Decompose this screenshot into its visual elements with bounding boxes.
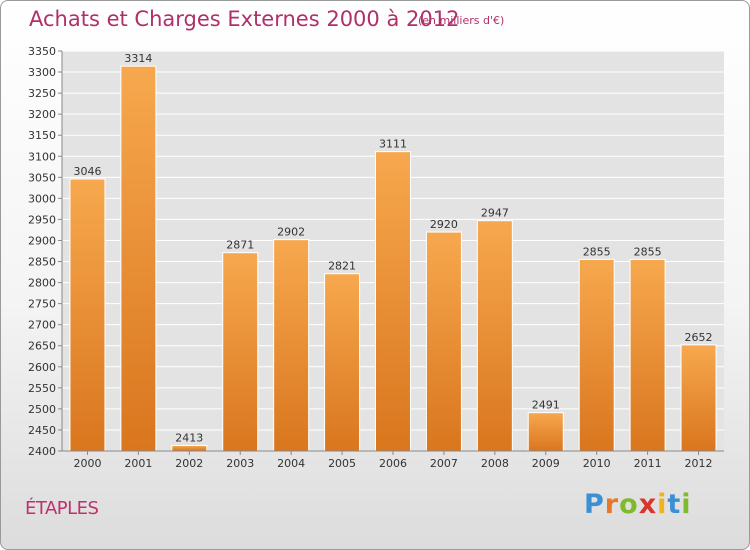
y-tick-label: 3150 <box>28 129 56 142</box>
y-tick-label: 3000 <box>28 192 56 205</box>
y-axis: 2400 2450 2500 2550 2600 2650 2700 2750 2800 2850… <box>28 45 63 458</box>
y-tick-label: 2500 <box>28 403 56 416</box>
logo-letter: o <box>619 489 639 520</box>
data-label-2012: 2652 <box>685 331 713 344</box>
data-label-2005: 2821 <box>328 260 356 273</box>
chart-title: Achats et Charges Externes 2000 à 2012 <box>29 7 460 31</box>
bar-2006 <box>375 151 411 452</box>
data-label-2006: 3111 <box>379 138 407 151</box>
y-tick-label: 2700 <box>28 319 56 332</box>
logo-letter: i <box>681 489 692 520</box>
x-axis: 2000 2001 2002 2003 2004 2005 2006 2007 2008 2009… <box>62 450 724 470</box>
y-tick-label: 3300 <box>28 66 56 79</box>
y-tick-label: 3100 <box>28 150 56 163</box>
data-label-2003: 2871 <box>226 239 254 252</box>
bar-2001 <box>120 65 157 452</box>
y-tick-label: 2650 <box>28 340 56 353</box>
x-tick-label-2001: 2001 <box>124 457 152 470</box>
bar-2007 <box>425 231 462 452</box>
y-tick-label: 3250 <box>28 87 56 100</box>
bar-2003 <box>222 252 259 452</box>
logo-letter: x <box>638 489 658 520</box>
y-tick-label: 2850 <box>28 256 56 269</box>
x-tick-label-2002: 2002 <box>175 457 203 470</box>
city-name: ÉTAPLES <box>25 498 99 519</box>
x-tick-label-2008: 2008 <box>481 457 509 470</box>
y-tick-label: 2450 <box>28 424 56 437</box>
data-label-2008: 2947 <box>481 207 509 220</box>
y-tick-label: 2400 <box>28 445 56 458</box>
bar-2000 <box>69 178 106 452</box>
y-tick-label: 2750 <box>28 298 56 311</box>
bars: 3046 3314 2413 2871 2902 2821 3111 2920 2947 2491… <box>69 52 717 452</box>
y-tick-label: 3200 <box>28 108 56 121</box>
y-tick-label: 2600 <box>28 361 56 374</box>
x-tick-label-2000: 2000 <box>73 457 101 470</box>
data-label-2007: 2920 <box>430 218 458 231</box>
data-label-2010: 2855 <box>583 245 611 258</box>
bar-2012 <box>680 344 717 452</box>
data-label-2011: 2855 <box>634 245 662 258</box>
chart-subtitle: (en milliers d'€) <box>418 14 505 27</box>
logo-letter: r <box>604 489 620 520</box>
x-tick-label-2012: 2012 <box>685 457 713 470</box>
x-tick-label-2004: 2004 <box>277 457 305 470</box>
bar-2005 <box>324 273 361 452</box>
y-tick-label: 2900 <box>28 234 56 247</box>
bar-2008 <box>476 220 513 452</box>
logo-letter: i <box>657 489 668 520</box>
y-tick-label: 2550 <box>28 382 56 395</box>
x-tick-label-2003: 2003 <box>226 457 254 470</box>
bar-2002 <box>171 445 208 452</box>
data-label-2002: 2413 <box>175 432 203 445</box>
x-tick-label-2011: 2011 <box>634 457 662 470</box>
bar-2004 <box>273 239 310 452</box>
x-tick-label-2005: 2005 <box>328 457 356 470</box>
x-tick-label-2009: 2009 <box>532 457 560 470</box>
bar-2011 <box>629 258 666 452</box>
y-tick-label: 3050 <box>28 171 56 184</box>
data-label-2000: 3046 <box>73 165 101 178</box>
proxiti-logo[interactable]: Proxiti <box>584 489 692 520</box>
y-tick-label: 3350 <box>28 45 56 58</box>
y-tick-label: 2800 <box>28 277 56 290</box>
logo-letter: P <box>584 489 605 520</box>
y-tick-label: 2950 <box>28 213 56 226</box>
x-tick-label-2007: 2007 <box>430 457 458 470</box>
x-tick-label-2010: 2010 <box>583 457 611 470</box>
data-label-2004: 2902 <box>277 226 305 239</box>
bar-2010 <box>578 258 615 452</box>
data-label-2009: 2491 <box>532 399 560 412</box>
x-tick-label-2006: 2006 <box>379 457 407 470</box>
bar-2009 <box>527 412 564 452</box>
data-label-2001: 3314 <box>124 52 152 65</box>
logo-letter: t <box>667 489 682 520</box>
